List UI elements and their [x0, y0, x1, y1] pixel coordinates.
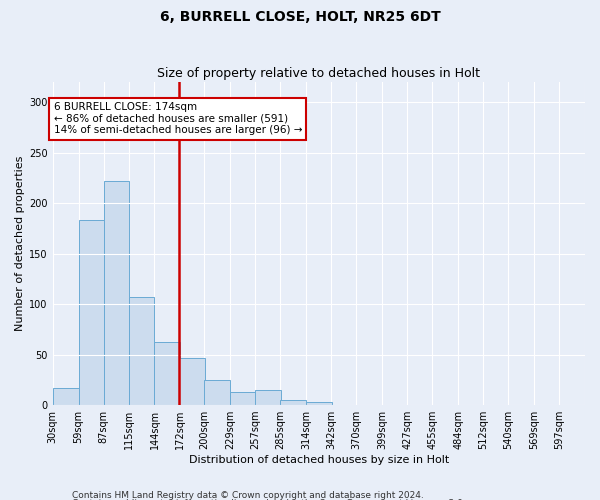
Bar — [128, 297, 154, 405]
Bar — [256, 390, 281, 405]
Bar — [79, 220, 104, 405]
Bar — [230, 392, 256, 405]
Bar — [307, 402, 332, 405]
Text: Contains HM Land Registry data © Crown copyright and database right 2024.: Contains HM Land Registry data © Crown c… — [72, 490, 424, 500]
Bar — [280, 400, 307, 405]
Bar — [53, 388, 79, 405]
Title: Size of property relative to detached houses in Holt: Size of property relative to detached ho… — [157, 66, 481, 80]
Bar — [205, 380, 230, 405]
Y-axis label: Number of detached properties: Number of detached properties — [15, 156, 25, 332]
Text: 6 BURRELL CLOSE: 174sqm
← 86% of detached houses are smaller (591)
14% of semi-d: 6 BURRELL CLOSE: 174sqm ← 86% of detache… — [53, 102, 302, 136]
Bar — [179, 358, 205, 405]
Bar — [104, 181, 130, 405]
X-axis label: Distribution of detached houses by size in Holt: Distribution of detached houses by size … — [189, 455, 449, 465]
Text: 6, BURRELL CLOSE, HOLT, NR25 6DT: 6, BURRELL CLOSE, HOLT, NR25 6DT — [160, 10, 440, 24]
Bar — [154, 342, 181, 405]
